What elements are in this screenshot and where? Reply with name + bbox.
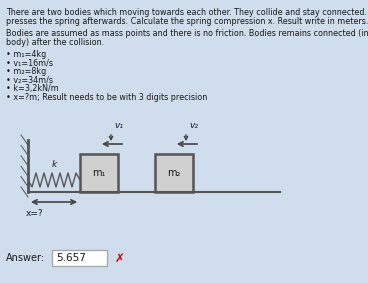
- Text: presses the spring afterwards. Calculate the spring compression x. Result write : presses the spring afterwards. Calculate…: [6, 17, 368, 26]
- Text: m₂: m₂: [167, 168, 181, 178]
- Text: • v₂=34m/s: • v₂=34m/s: [6, 76, 53, 85]
- Text: • m₂=8kg: • m₂=8kg: [6, 67, 46, 76]
- Text: • m₁=4kg: • m₁=4kg: [6, 50, 46, 59]
- Text: • x=?m; Result needs to be with 3 digits precision: • x=?m; Result needs to be with 3 digits…: [6, 93, 207, 102]
- Text: x=?: x=?: [26, 209, 44, 218]
- Text: There are two bodies which moving towards each other. They collide and stay conn: There are two bodies which moving toward…: [6, 8, 368, 17]
- Text: Bodies are assumed as mass points and there is no friction. Bodies remains conne: Bodies are assumed as mass points and th…: [6, 29, 368, 38]
- Text: ✗: ✗: [115, 252, 125, 265]
- Text: body) after the collision.: body) after the collision.: [6, 38, 104, 47]
- Text: • v₁=16m/s: • v₁=16m/s: [6, 59, 53, 68]
- Bar: [52, 250, 107, 266]
- Bar: [155, 154, 193, 192]
- Text: m₁: m₁: [92, 168, 106, 178]
- Text: k: k: [52, 160, 57, 169]
- Text: • k=3,2kN/m: • k=3,2kN/m: [6, 84, 59, 93]
- Text: v₂: v₂: [190, 121, 198, 130]
- Text: v₁: v₁: [114, 121, 124, 130]
- Bar: [80, 154, 118, 192]
- Text: 5.657: 5.657: [56, 253, 86, 263]
- Text: Answer:: Answer:: [6, 253, 45, 263]
